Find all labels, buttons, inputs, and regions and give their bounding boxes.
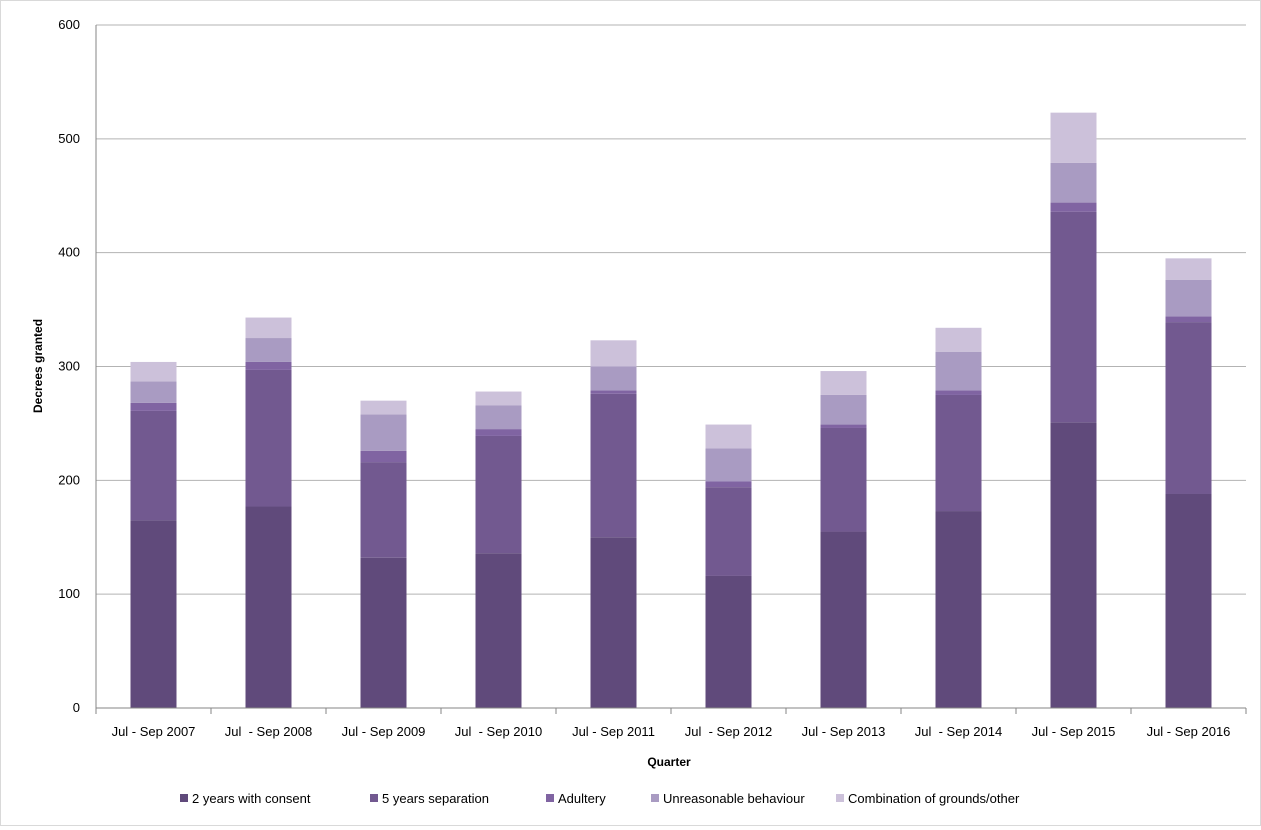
x-tick-label: Jul - Sep 2009 [342, 724, 426, 739]
legend: 2 years with consent 5 years separation Ad… [180, 791, 1020, 806]
bar-segment [130, 361, 177, 382]
bar-segment [1050, 202, 1097, 212]
bar-segment [935, 351, 982, 391]
bar-segment [1050, 112, 1097, 163]
bar-segment [245, 369, 292, 507]
bar-segment [245, 506, 292, 708]
bar-segment [475, 429, 522, 436]
axes: 0 100 200 300 400 500 600 Jul - Sep 2007 Jul - S… [58, 17, 1247, 739]
bar-segment [1050, 162, 1097, 203]
x-tick-label: Jul - Sep 2008 [225, 724, 312, 739]
x-tick-label: Jul - Sep 2015 [1032, 724, 1116, 739]
bar-segment [935, 327, 982, 352]
y-tick-label: 0 [73, 700, 80, 715]
legend-label: 2 years with consent [192, 791, 311, 806]
bar-segment [1165, 316, 1212, 323]
legend-swatch [546, 794, 554, 802]
bar-segment [705, 481, 752, 488]
bar-segment [1165, 322, 1212, 494]
bar-segment [1050, 211, 1097, 423]
bar-segment [1165, 279, 1212, 317]
bar-segment [245, 338, 292, 362]
bar-segment [590, 393, 637, 538]
x-tick-label: Jul - Sep 2010 [455, 724, 542, 739]
bar-segment [590, 340, 637, 367]
bar-segment [475, 553, 522, 708]
bar-segment [360, 400, 407, 415]
bar-segment [820, 424, 867, 428]
bar-segment [935, 390, 982, 395]
bar-segment [130, 381, 177, 403]
bar-segment [130, 402, 177, 411]
bar-segment [475, 435, 522, 554]
y-tick-label: 400 [58, 245, 80, 260]
bar-segment [705, 424, 752, 449]
x-tick-label: Jul - Sep 2007 [112, 724, 196, 739]
bars [130, 112, 1212, 708]
bar-segment [820, 394, 867, 425]
y-tick-label: 300 [58, 359, 80, 374]
legend-swatch [651, 794, 659, 802]
bar-segment [590, 537, 637, 708]
bar-segment [475, 405, 522, 430]
y-tick-label: 600 [58, 17, 80, 32]
x-tick-label: Jul - Sep 2011 [572, 724, 655, 739]
legend-label: Unreasonable behaviour [663, 791, 805, 806]
bar-segment [1050, 422, 1097, 708]
legend-swatch [370, 794, 378, 802]
legend-swatch [836, 794, 844, 802]
bar-segment [820, 371, 867, 395]
y-axis-title: Decrees granted [31, 319, 45, 413]
legend-label: 5 years separation [382, 791, 489, 806]
bar-segment [475, 391, 522, 406]
bar-segment [705, 448, 752, 482]
legend-label: Combination of grounds/other [848, 791, 1020, 806]
legend-swatch [180, 794, 188, 802]
bar-segment [935, 394, 982, 512]
x-axis-title: Quarter [647, 755, 691, 769]
bar-segment [130, 520, 177, 708]
bar-segment [245, 361, 292, 370]
bar-segment [360, 462, 407, 558]
bar-segment [820, 427, 867, 532]
x-tick-label: Jul - Sep 2013 [802, 724, 886, 739]
x-tick-label: Jul - Sep 2012 [685, 724, 772, 739]
x-tick-label: Jul - Sep 2016 [1147, 724, 1231, 739]
bar-segment [820, 531, 867, 708]
y-tick-label: 100 [58, 586, 80, 601]
bar-segment [590, 366, 637, 391]
bar-segment [705, 487, 752, 576]
bar-segment [1165, 493, 1212, 708]
y-tick-label: 200 [58, 472, 80, 487]
bar-segment [360, 414, 407, 451]
bar-segment [360, 557, 407, 708]
bar-segment [935, 511, 982, 708]
bar-segment [1165, 258, 1212, 280]
y-tick-label: 500 [58, 131, 80, 146]
bar-segment [245, 317, 292, 339]
legend-label: Adultery [558, 791, 606, 806]
bar-segment [360, 450, 407, 463]
x-tick-label: Jul - Sep 2014 [915, 724, 1002, 739]
bar-segment [590, 390, 637, 394]
bar-segment [705, 575, 752, 708]
bar-segment [130, 410, 177, 521]
